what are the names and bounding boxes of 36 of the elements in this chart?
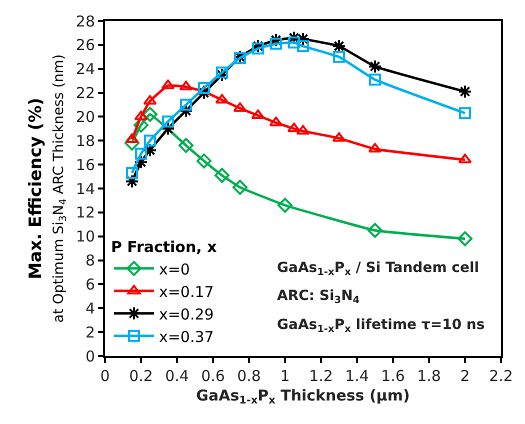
legend-label: x=0.29 [158, 305, 214, 324]
x-tick-label: 2.2 [489, 367, 513, 385]
legend-label: x=0.17 [158, 282, 214, 301]
x-axis-title: GaAs$_{1-x}$P$_{x}$ Thickness (μm) [196, 386, 410, 407]
y-tick-label: 24 [76, 60, 95, 78]
legend-label: x=0.37 [158, 328, 214, 346]
x-tick-label: 0.2 [129, 367, 153, 385]
x-tick-label: 1.6 [381, 367, 405, 385]
y-tick-label: 8 [85, 252, 95, 270]
y-tick-label: 22 [76, 84, 95, 102]
x-tick-label: 0 [100, 367, 110, 385]
x-tick-label: 0.6 [201, 367, 225, 385]
legend-title: P Fraction, x [110, 238, 218, 256]
y-tick-label: 20 [76, 108, 95, 126]
x-tick-label: 1.8 [417, 367, 441, 385]
legend-label: x=0 [158, 260, 190, 278]
y-tick-label: 16 [76, 156, 95, 174]
annotation: GaAs$_{1-x}$P$_{x}$ lifetime τ=10 ns [277, 317, 485, 335]
annotation: ARC: Si$_{3}$N$_{4}$ [277, 288, 360, 306]
y-tick-label: 14 [76, 180, 95, 198]
y-tick-label: 12 [76, 204, 95, 222]
x-tick-label: 1 [280, 367, 290, 385]
y-tick-label: 2 [85, 323, 95, 342]
y-tick-label: 4 [85, 299, 95, 318]
x-tick-label: 0.8 [237, 367, 261, 385]
annotation: GaAs$_{1-x}$P$_{x}$ / Si Tandem cell [277, 260, 480, 278]
x-tick-label: 0.4 [165, 367, 189, 385]
y-tick-label: 28 [76, 12, 95, 30]
y-tick-label: 6 [85, 275, 95, 294]
y-tick-label: 18 [76, 132, 95, 150]
x-tick-label: 1.4 [345, 367, 369, 385]
y-tick-label: 26 [76, 36, 95, 54]
y-tick-label: 0 [85, 347, 95, 366]
x-tick-label: 1.2 [309, 367, 333, 385]
x-tick-label: 2 [460, 367, 470, 385]
y-tick-label: 10 [76, 228, 95, 246]
